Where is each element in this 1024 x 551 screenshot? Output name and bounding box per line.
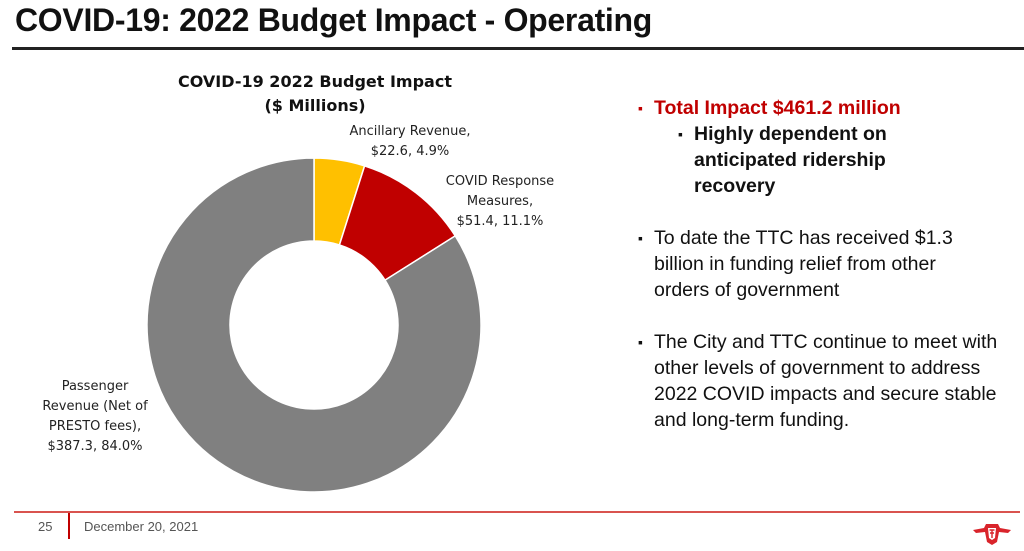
- slice-label-line: Revenue (Net of: [42, 399, 148, 414]
- bullet-government-meetings: ▪ The City and TTC continue to meet with…: [638, 329, 999, 433]
- bullet-text: Total Impact $461.2 million: [654, 97, 901, 119]
- bullet-text: To date the TTC has received $1.3 billio…: [654, 227, 953, 301]
- slice-label-line: $22.6, 4.9%: [370, 144, 450, 159]
- footer-date: December 20, 2021: [84, 519, 199, 534]
- bullet-marker-icon: ▪: [678, 126, 683, 142]
- bullet-marker-icon: ▪: [638, 100, 643, 116]
- slice-label-ancillary-revenue: Ancillary Revenue, $22.6, 4.9%: [325, 122, 495, 162]
- footer-separator: [68, 513, 70, 539]
- bullet-text: Highly dependent on anticipated ridershi…: [694, 123, 887, 197]
- bullet-list: ▪ Total Impact $461.2 million ▪ Highly d…: [636, 95, 1016, 433]
- slice-label-covid-response: COVID Response Measures, $51.4, 11.1%: [430, 172, 570, 232]
- chart-title-block: COVID-19 2022 Budget Impact ($ Millions): [140, 70, 490, 118]
- sub-bullet-ridership: ▪ Highly dependent on anticipated riders…: [678, 121, 924, 199]
- title-divider: [12, 47, 1024, 50]
- ttc-logo-icon: [973, 524, 1011, 545]
- slice-label-line: PRESTO fees),: [48, 419, 142, 434]
- slice-label-line: $387.3, 84.0%: [47, 439, 143, 454]
- slice-label-passenger-revenue: Passenger Revenue (Net of PRESTO fees), …: [20, 377, 170, 457]
- bullet-text: The City and TTC continue to meet with o…: [654, 331, 998, 431]
- slice-label-line: Ancillary Revenue,: [349, 124, 471, 139]
- bullet-marker-icon: ▪: [638, 334, 643, 350]
- slide-title: COVID-19: 2022 Budget Impact - Operating: [15, 2, 653, 38]
- slice-label-line: COVID Response: [445, 174, 555, 189]
- chart-title: COVID-19 2022 Budget Impact: [178, 72, 452, 91]
- page-number: 25: [38, 519, 53, 534]
- slice-label-line: Measures,: [466, 194, 534, 209]
- slice-label-line: $51.4, 11.1%: [456, 214, 544, 229]
- slice-label-line: Passenger: [61, 379, 129, 394]
- bullet-total-impact: ▪ Total Impact $461.2 million: [638, 95, 1016, 121]
- bullet-marker-icon: ▪: [638, 230, 643, 246]
- chart-subtitle: ($ Millions): [264, 96, 366, 115]
- bullet-funding-relief: ▪ To date the TTC has received $1.3 bill…: [638, 225, 994, 303]
- footer-divider: [14, 511, 1020, 513]
- donut-slice-passenger-revenue-net-of-presto-fees: [146, 157, 482, 493]
